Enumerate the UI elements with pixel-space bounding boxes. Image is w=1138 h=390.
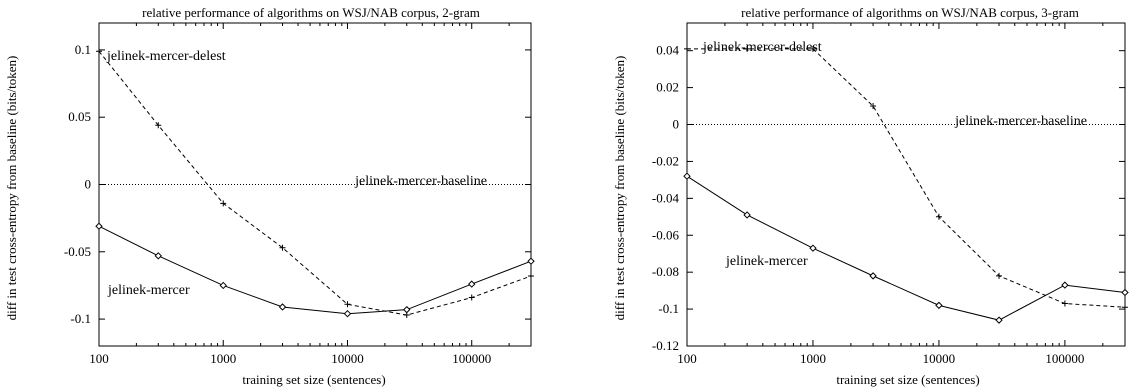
data-point xyxy=(1122,304,1128,311)
series-line-jelinek-mercer xyxy=(98,225,532,315)
series-line-jelinek-mercer-delest xyxy=(98,50,532,316)
data-point xyxy=(468,294,475,301)
y-tick-label: -0.06 xyxy=(652,227,680,242)
data-point xyxy=(935,213,942,220)
y-tick-label: 0.1 xyxy=(75,42,91,57)
plot-area: -0.1 -0.05 0 0.05 0.1 100 1000 10000 100000 jelin… xyxy=(64,22,535,366)
data-point xyxy=(155,122,162,129)
data-point xyxy=(527,257,535,265)
data-point xyxy=(279,244,286,251)
x-tick-label: 1000 xyxy=(800,351,826,366)
x-tick-label: 100000 xyxy=(452,351,491,366)
data-point xyxy=(684,45,690,52)
data-point xyxy=(809,244,817,252)
x-tick-label: 10000 xyxy=(923,351,956,366)
y-axis-label: diff in test cross-entropy from baseline… xyxy=(612,56,627,321)
chart-3gram: relative performance of algorithms on WS… xyxy=(612,5,1129,387)
y-tick-label: 0 xyxy=(85,177,92,192)
plot-area: -0.12 -0.1 -0.08 -0.06 -0.04 -0.02 0 0.02 0.04 10… xyxy=(652,22,1129,366)
y-tick-label: 0.05 xyxy=(68,109,91,124)
data-point xyxy=(1121,288,1129,297)
data-point xyxy=(809,45,816,52)
y-tick-label: 0 xyxy=(673,117,680,132)
y-tick-label: -0.12 xyxy=(652,338,679,353)
x-tick-label: 100000 xyxy=(1045,351,1084,366)
y-tick-label: -0.02 xyxy=(652,153,679,168)
data-point xyxy=(403,305,411,314)
data-point xyxy=(996,272,1003,279)
data-point xyxy=(468,280,476,288)
y-axis-label: diff in test cross-entropy from baseline… xyxy=(4,56,19,321)
data-point xyxy=(220,200,227,207)
series-label: jelinek-mercer-baseline xyxy=(954,114,1087,129)
y-tick-label: 0.04 xyxy=(656,43,679,58)
series-label: jelinek-mercer xyxy=(107,283,190,298)
y-tick-label: -0.1 xyxy=(70,311,91,326)
data-point xyxy=(96,48,102,55)
x-tick-label: 1000 xyxy=(210,351,236,366)
data-point xyxy=(995,316,1003,324)
data-point xyxy=(1061,281,1069,289)
data-point xyxy=(278,303,287,311)
data-point xyxy=(344,301,351,308)
x-axis-label: training set size (sentences) xyxy=(242,372,385,387)
chart-2gram: relative performance of algorithms on WS… xyxy=(4,5,535,387)
data-point xyxy=(683,172,691,180)
y-tick-label: -0.08 xyxy=(652,264,679,279)
series-label: jelinek-mercer-delest xyxy=(702,40,822,55)
data-point xyxy=(935,301,943,310)
data-point xyxy=(95,222,103,230)
x-tick-label: 10000 xyxy=(331,351,364,366)
data-point xyxy=(343,309,352,318)
chart-title: relative performance of algorithms on WS… xyxy=(142,5,480,20)
data-point xyxy=(1061,300,1068,307)
x-tick-label: 100 xyxy=(89,351,109,366)
data-point xyxy=(870,103,877,110)
series-label: jelinek-mercer-delest xyxy=(106,49,226,64)
data-point xyxy=(528,273,534,280)
series-line-jelinek-mercer xyxy=(686,175,1126,321)
y-tick-label: 0.02 xyxy=(656,80,679,95)
data-point xyxy=(154,252,162,260)
data-point xyxy=(743,211,751,219)
series-label: jelinek-mercer-baseline xyxy=(354,174,487,189)
y-tick-label: -0.1 xyxy=(658,301,679,316)
chart-title: relative performance of algorithms on WS… xyxy=(741,5,1079,20)
y-tick-label: -0.04 xyxy=(652,190,680,205)
data-point xyxy=(869,272,877,280)
series-label: jelinek-mercer xyxy=(725,254,808,269)
plot-frame xyxy=(686,22,1126,347)
series-line-jelinek-mercer-delest xyxy=(687,48,1126,308)
x-tick-label: 100 xyxy=(677,351,697,366)
y-tick-label: -0.05 xyxy=(64,244,91,259)
data-point xyxy=(219,281,227,290)
x-axis-label: training set size (sentences) xyxy=(836,372,979,387)
data-point xyxy=(744,45,751,52)
